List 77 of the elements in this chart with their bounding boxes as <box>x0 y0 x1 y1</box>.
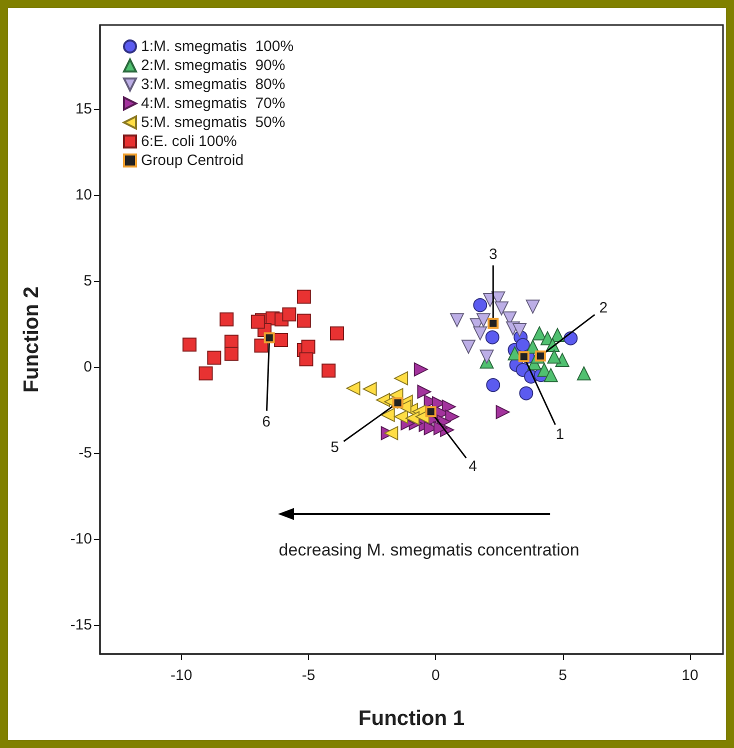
point <box>494 301 509 316</box>
annotation: 1 <box>556 426 564 444</box>
point <box>476 313 490 328</box>
point <box>450 313 464 328</box>
point <box>518 351 530 362</box>
x-axis-title: Function 1 <box>358 707 465 730</box>
legend-label: 1:M. smegmatis 100% <box>141 38 294 55</box>
point <box>362 382 377 396</box>
point <box>433 421 448 436</box>
point <box>555 352 570 367</box>
point <box>544 368 558 382</box>
y-tick-label: 0 <box>84 358 92 376</box>
x-tick-label: 5 <box>558 667 567 684</box>
point <box>220 312 234 326</box>
point <box>392 397 404 408</box>
point <box>198 366 213 380</box>
point <box>488 318 499 329</box>
point <box>182 338 197 352</box>
point <box>296 290 311 304</box>
point <box>322 364 336 378</box>
point <box>384 426 398 440</box>
point <box>264 332 275 344</box>
legend-label: 5:M. smegmatis 50% <box>141 114 286 131</box>
point <box>576 366 591 380</box>
point <box>486 378 500 392</box>
x-tick-label: -5 <box>302 667 316 684</box>
x-tick-label: 0 <box>431 667 440 684</box>
point <box>496 405 510 420</box>
point <box>224 334 238 349</box>
annotation: decreasing M. smegmatis concentration <box>278 540 580 560</box>
y-axis-title: Function 2 <box>20 286 43 393</box>
point <box>394 371 408 386</box>
point <box>254 338 268 353</box>
point <box>485 330 500 344</box>
annotation: 2 <box>599 300 608 316</box>
legend-label: 4:M. smegmatis 70% <box>141 95 286 112</box>
point <box>516 338 530 352</box>
legend-label: 2:M. smegmatis 90% <box>141 57 286 74</box>
point <box>301 340 316 354</box>
y-tick-label: -10 <box>70 530 92 548</box>
point <box>282 307 296 322</box>
y-tick-label: 10 <box>75 186 92 204</box>
annotation: 6 <box>262 413 271 430</box>
point <box>480 350 494 364</box>
x-tick-label: 10 <box>682 667 698 684</box>
annotation: 5 <box>330 439 339 456</box>
point <box>274 333 288 348</box>
x-tick-label: -10 <box>170 667 192 684</box>
point <box>417 384 432 399</box>
y-tick-label: 15 <box>75 100 92 118</box>
y-tick-label: -5 <box>78 444 92 462</box>
point <box>512 323 527 338</box>
point <box>425 406 436 418</box>
point <box>224 346 238 361</box>
point <box>532 326 546 340</box>
annotation: 3 <box>488 246 498 263</box>
point <box>547 350 562 364</box>
legend-label: 3:M. smegmatis 80% <box>141 76 286 93</box>
point <box>299 352 314 366</box>
point <box>380 408 395 422</box>
legend-label: 6:E. coli 100% <box>141 133 237 150</box>
point <box>473 298 488 312</box>
annotation: 4 <box>468 458 477 476</box>
point <box>526 300 540 314</box>
point <box>461 340 476 354</box>
point <box>296 314 311 328</box>
point <box>394 410 408 424</box>
y-tick-label: -15 <box>70 616 92 634</box>
point <box>250 314 265 329</box>
point <box>519 386 534 400</box>
point <box>330 326 344 340</box>
point <box>207 350 222 365</box>
point <box>414 362 428 376</box>
point <box>473 326 488 340</box>
legend-label: Group Centroid <box>141 152 244 169</box>
point <box>346 381 360 396</box>
y-tick-label: 5 <box>84 272 92 290</box>
